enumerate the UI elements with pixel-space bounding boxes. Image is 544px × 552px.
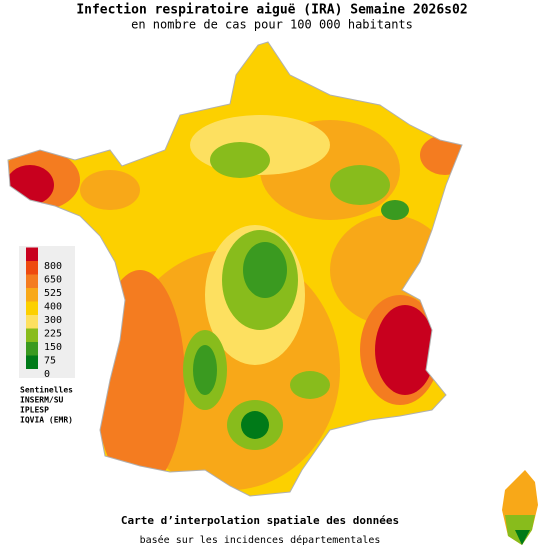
legend-label: 0 <box>44 369 50 380</box>
legend-swatch <box>26 328 38 342</box>
source: IPLESP <box>20 406 49 415</box>
caption: Carte d’interpolation spatiale des donné… <box>121 514 399 527</box>
legend-label: 400 <box>44 302 62 313</box>
title: Infection respiratoire aiguë (IRA) Semai… <box>76 3 467 18</box>
legend-swatch <box>26 274 38 288</box>
legend-swatch <box>26 355 38 369</box>
subtitle: en nombre de cas pour 100 000 habitants <box>131 18 413 32</box>
source: INSERM/SU <box>20 396 64 405</box>
legend-swatch <box>26 247 38 261</box>
source: IQVIA (EMR) <box>20 416 73 425</box>
legend: 800 650 525 400 300 225 150 75 0 <box>26 247 62 380</box>
legend-swatch <box>26 315 38 329</box>
note: basée sur les incidences départementales <box>140 534 381 546</box>
legend-label: 800 <box>44 261 62 272</box>
legend-swatch <box>26 288 38 302</box>
corsica <box>502 470 538 545</box>
legend-label: 225 <box>44 329 62 340</box>
source: Sentinelles <box>20 385 73 395</box>
legend-label: 300 <box>44 315 62 326</box>
legend-label: 650 <box>44 275 62 286</box>
legend-label: 75 <box>44 356 56 367</box>
legend-swatch <box>26 301 38 315</box>
legend-label: 525 <box>44 288 62 299</box>
legend-swatch <box>26 261 38 275</box>
legend-label: 150 <box>44 342 62 353</box>
legend-swatch <box>26 342 38 356</box>
